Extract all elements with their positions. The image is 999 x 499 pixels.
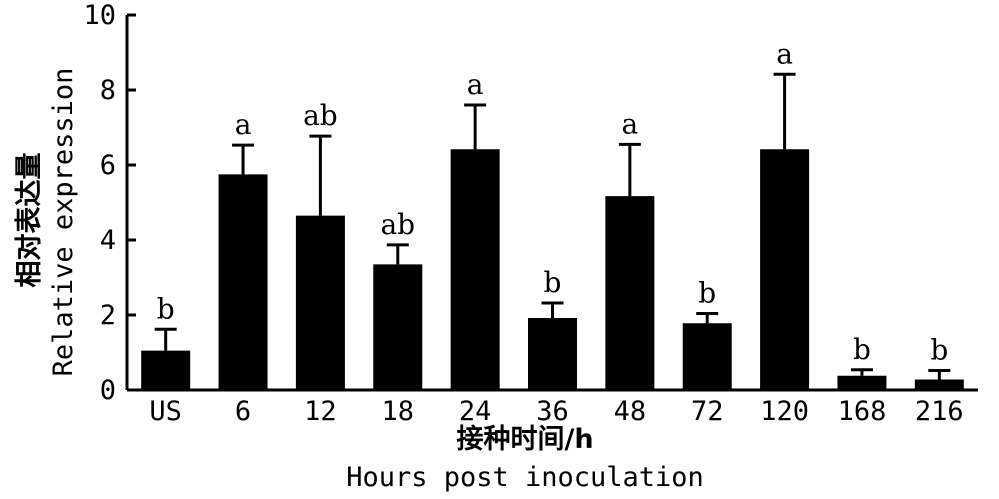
bar: [528, 318, 577, 390]
x-tick-label: 24: [459, 396, 492, 427]
y-tick-label: 8: [100, 75, 116, 106]
y-tick-label: 10: [83, 0, 116, 31]
bar: [141, 350, 191, 390]
x-tick-label: US: [149, 396, 182, 427]
x-tick-label: 6: [235, 396, 251, 427]
significance-label: b: [930, 334, 948, 367]
significance-label: a: [622, 107, 639, 140]
significance-label: ab: [380, 208, 415, 241]
y-tick-label: 2: [100, 300, 116, 331]
bar: [373, 264, 423, 390]
significance-label: b: [853, 333, 871, 366]
x-tick-label: 48: [614, 396, 647, 427]
significance-label: b: [157, 292, 175, 325]
x-tick-label: 120: [760, 396, 809, 427]
bar: [450, 149, 500, 390]
y-axis-title-cn: 相对表达量: [14, 153, 45, 288]
significance-label: b: [544, 266, 562, 299]
bar: [605, 196, 655, 390]
x-tick-label: 216: [915, 396, 964, 427]
significance-label: ab: [303, 99, 338, 132]
bar: [218, 174, 268, 390]
x-tick-label: 36: [536, 396, 569, 427]
y-tick-label: 0: [100, 375, 116, 406]
x-tick-label: 12: [304, 396, 337, 427]
bar: [760, 149, 810, 390]
y-tick-label: 4: [100, 225, 116, 256]
plot-area: 0246810bUSa6ab12ab18a24b36a48b72a120b168…: [83, 0, 978, 427]
significance-label: a: [235, 108, 252, 141]
y-tick-label: 6: [100, 150, 116, 181]
bar: [914, 379, 964, 390]
x-axis-title-cn: 接种时间/h: [456, 424, 593, 455]
significance-label: a: [776, 37, 793, 70]
bar: [295, 215, 345, 390]
x-tick-label: 72: [691, 396, 724, 427]
x-tick-label: 168: [838, 396, 887, 427]
bar: [682, 323, 732, 390]
bar: [837, 375, 887, 390]
x-tick-label: 18: [382, 396, 415, 427]
significance-label: b: [698, 277, 716, 310]
y-axis-title-en: Relative expression: [48, 68, 79, 377]
significance-label: a: [467, 68, 484, 101]
x-axis-title-en: Hours post inoculation: [346, 462, 704, 493]
